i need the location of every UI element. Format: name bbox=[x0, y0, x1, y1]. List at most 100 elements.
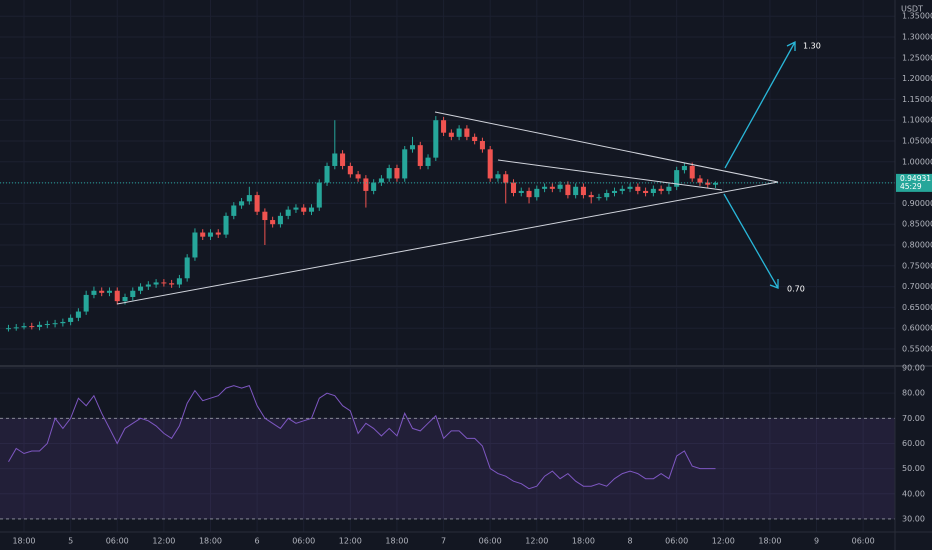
candle-body bbox=[99, 290, 105, 293]
y-tick-label: 60.00 bbox=[902, 439, 925, 448]
candle-body bbox=[573, 186, 579, 196]
x-tick-label: 6 bbox=[255, 537, 260, 546]
candle-body bbox=[526, 190, 532, 198]
candle-body bbox=[301, 207, 307, 212]
candle-body bbox=[705, 182, 711, 185]
candle-body bbox=[534, 188, 540, 198]
candle-body bbox=[510, 182, 517, 194]
candle-body bbox=[29, 326, 35, 328]
y-tick-label: 80.00 bbox=[902, 389, 925, 398]
candle-body bbox=[542, 186, 548, 189]
rsi-pane bbox=[0, 384, 895, 520]
candle-body bbox=[60, 321, 66, 324]
candle-body bbox=[689, 165, 695, 179]
grid bbox=[0, 0, 895, 532]
candle-body bbox=[21, 326, 27, 328]
candle-body bbox=[138, 286, 144, 291]
y-tick-label: 0.70000 bbox=[902, 282, 932, 291]
candle-body bbox=[456, 128, 462, 137]
candle-body bbox=[83, 294, 89, 312]
currency-label: USDT bbox=[901, 5, 923, 14]
candle-body bbox=[192, 232, 198, 258]
candle-body bbox=[122, 296, 128, 302]
candle-body bbox=[153, 282, 159, 285]
x-tick-label: 18:00 bbox=[572, 537, 595, 546]
y-tick-label: 1.00000 bbox=[902, 157, 932, 166]
candle-body bbox=[324, 165, 330, 183]
candle-body bbox=[448, 132, 454, 137]
candle-body bbox=[114, 290, 120, 302]
x-tick-label: 8 bbox=[628, 537, 633, 546]
candle-body bbox=[619, 188, 625, 191]
last-price-tag bbox=[896, 173, 932, 192]
candle-body bbox=[13, 327, 19, 329]
support-trendline bbox=[116, 181, 779, 305]
candle-body bbox=[106, 290, 113, 293]
candle-body bbox=[503, 174, 509, 183]
y-tick-label: 1.25000 bbox=[902, 53, 932, 62]
candle-body bbox=[441, 120, 447, 133]
candle-body bbox=[580, 186, 586, 196]
candle-body bbox=[588, 195, 594, 198]
candle-body bbox=[270, 220, 276, 225]
candle-body bbox=[394, 168, 400, 179]
candle-body bbox=[130, 290, 136, 297]
x-tick-label: 06:00 bbox=[106, 537, 129, 546]
candle-body bbox=[52, 323, 58, 325]
y-tick-label: 1.10000 bbox=[902, 116, 932, 125]
candle-body bbox=[371, 182, 377, 191]
drawings: 1.30 0.70 bbox=[116, 40, 821, 305]
candle-body bbox=[262, 211, 268, 221]
candle-body bbox=[487, 149, 493, 179]
candle-body bbox=[340, 153, 346, 166]
candle-body bbox=[417, 145, 423, 166]
rsi-line bbox=[8, 384, 716, 490]
candle-body bbox=[697, 178, 703, 183]
candle-body bbox=[712, 183, 719, 185]
x-tick-label: 06:00 bbox=[665, 537, 688, 546]
candle-body bbox=[681, 165, 687, 171]
candle-body bbox=[332, 153, 338, 166]
y-tick-label: 0.85000 bbox=[902, 220, 932, 229]
candle-body bbox=[239, 201, 245, 206]
candle-body bbox=[557, 184, 563, 189]
candle-body bbox=[254, 195, 260, 212]
candle-body bbox=[207, 232, 214, 237]
candle-body bbox=[666, 186, 672, 191]
candle-body bbox=[386, 168, 392, 179]
candle-body bbox=[643, 190, 649, 194]
candle-body bbox=[402, 149, 408, 179]
candle-body bbox=[464, 128, 470, 137]
candle-body bbox=[611, 190, 618, 194]
candle-body bbox=[479, 141, 485, 150]
candle-body bbox=[495, 174, 501, 179]
x-tick-label: 06:00 bbox=[292, 537, 315, 546]
x-tick-label: 18:00 bbox=[199, 537, 222, 546]
x-tick-label: 9 bbox=[814, 537, 819, 546]
y-tick-label: 0.60000 bbox=[902, 324, 932, 333]
y-tick-label: 1.30000 bbox=[902, 33, 932, 42]
candle-body bbox=[650, 188, 656, 194]
candle-body bbox=[627, 186, 633, 189]
x-tick-label: 18:00 bbox=[12, 537, 35, 546]
candle-body bbox=[200, 232, 206, 237]
x-tick-label: 5 bbox=[68, 537, 73, 546]
candle-body bbox=[596, 197, 602, 199]
candle-body bbox=[91, 290, 97, 295]
resistance-trendline bbox=[434, 111, 779, 183]
candle-body bbox=[472, 136, 478, 142]
candle-body bbox=[604, 193, 610, 198]
candle-body bbox=[37, 324, 43, 327]
x-tick-label: 12:00 bbox=[339, 537, 362, 546]
candle-body bbox=[75, 311, 81, 318]
inner-trendline bbox=[497, 159, 723, 191]
y-tick-label: 70.00 bbox=[902, 414, 925, 423]
y-tick-label: 1.05000 bbox=[902, 137, 932, 146]
x-tick-label: 12:00 bbox=[525, 537, 548, 546]
candles bbox=[0, 116, 895, 332]
last-price-label: 0.94931 bbox=[900, 174, 931, 183]
y-tick-label: 30.00 bbox=[902, 514, 925, 523]
target-label: 1.30 bbox=[803, 42, 821, 51]
candle-body bbox=[658, 188, 664, 191]
candle-body bbox=[277, 215, 283, 225]
